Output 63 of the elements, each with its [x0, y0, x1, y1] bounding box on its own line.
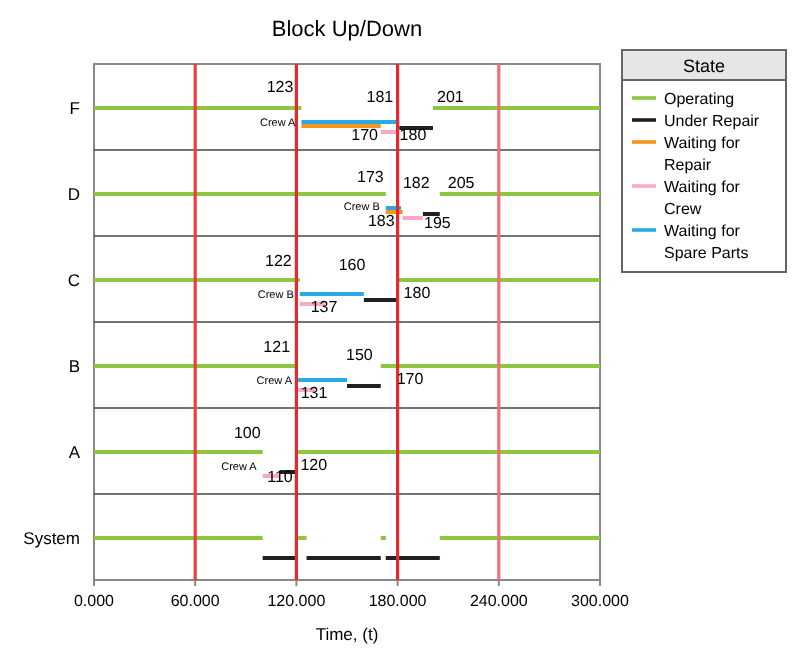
legend-label: Under Repair — [664, 112, 760, 130]
chart-title: Block Up/Down — [271, 18, 423, 42]
annotation: 182 — [402, 174, 431, 192]
annotation: 137 — [310, 298, 339, 316]
annotation: 201 — [437, 88, 465, 106]
annotation: 173 — [357, 168, 385, 186]
bar — [347, 384, 381, 388]
bar — [94, 106, 302, 110]
bar — [94, 192, 386, 196]
bar — [301, 124, 381, 128]
annotation: 181 — [366, 88, 395, 106]
annotation: 100 — [233, 424, 262, 442]
bar — [402, 216, 423, 220]
y-tick-label: F — [69, 98, 80, 118]
bar — [299, 292, 364, 296]
bar — [439, 536, 600, 540]
x-tick-label: 60.000 — [170, 592, 221, 610]
y-tick-label: C — [67, 270, 80, 290]
bar — [380, 536, 386, 540]
annotation: 122 — [265, 252, 293, 270]
bar — [298, 378, 347, 382]
y-tick-label: System — [23, 528, 80, 548]
x-tick-label: 300.000 — [571, 592, 631, 610]
bar — [397, 278, 600, 282]
annotation: 180 — [403, 284, 432, 302]
bar — [433, 106, 600, 110]
bar — [301, 120, 400, 124]
annotation: 183 — [367, 212, 396, 230]
annotation: 205 — [447, 174, 476, 192]
annotation: 160 — [338, 256, 367, 274]
bar — [422, 212, 440, 216]
x-tick-label: 120.000 — [267, 592, 327, 610]
annotation: 150 — [346, 346, 374, 364]
x-tick-label: 180.000 — [368, 592, 428, 610]
bar — [94, 278, 300, 282]
bar — [94, 450, 263, 454]
annotation: 121 — [263, 338, 292, 356]
bar — [94, 364, 299, 368]
annotation: 195 — [424, 214, 452, 232]
y-tick-label: B — [68, 356, 81, 376]
x-tick-label: 240.000 — [469, 592, 529, 610]
bar — [385, 556, 440, 560]
x-tick-label: 0.000 — [73, 592, 116, 610]
legend-label: Waiting for Crew — [664, 178, 741, 218]
annotation: 123 — [266, 78, 295, 96]
y-tick-label: A — [68, 442, 81, 462]
y-tick-label: D — [67, 184, 80, 204]
legend-label: Operating — [664, 90, 735, 108]
bar — [439, 192, 600, 196]
annotation: 180 — [399, 126, 428, 144]
bar — [94, 536, 263, 540]
annotation: 131 — [300, 384, 329, 402]
bar — [363, 298, 398, 302]
annotation: 120 — [300, 456, 329, 474]
x-axis-title: Time, (t) — [315, 624, 379, 644]
legend-title: State — [682, 56, 726, 76]
legend-label: Waiting for Repair — [664, 134, 741, 174]
annotation: 170 — [351, 126, 380, 144]
bar — [380, 364, 600, 368]
legend-label: Waiting for Spare Parts — [664, 222, 749, 262]
bar — [306, 556, 381, 560]
bar — [296, 450, 600, 454]
bar — [262, 556, 297, 560]
